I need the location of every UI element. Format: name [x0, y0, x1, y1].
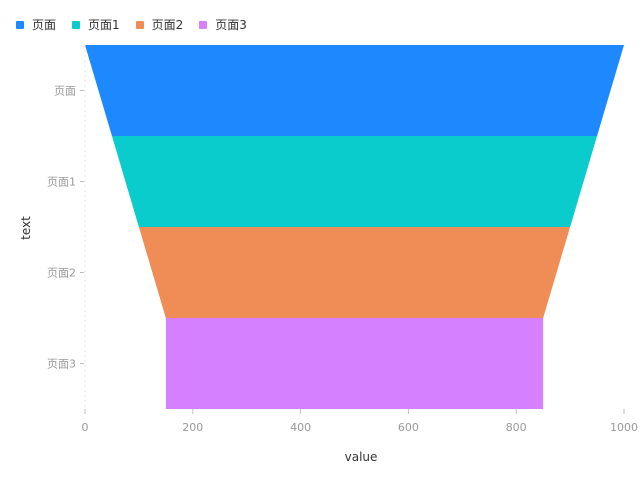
- x-axis-title: value: [345, 450, 378, 464]
- legend-label-0: 页面: [32, 18, 57, 32]
- legend-item-1[interactable]: 页面1: [72, 16, 120, 33]
- x-tick-label-2: 400: [290, 421, 311, 434]
- legend-swatch-1: [72, 20, 81, 29]
- legend-swatch-3: [199, 20, 208, 29]
- x-tick-label-4: 800: [506, 421, 527, 434]
- funnel-segment-0[interactable]: [85, 45, 624, 136]
- x-tick-label-5: 1000: [610, 421, 638, 434]
- legend-item-3[interactable]: 页面3: [199, 16, 247, 33]
- legend-item-2[interactable]: 页面2: [135, 16, 184, 33]
- legend-label-1: 页面1: [88, 18, 120, 32]
- legend-item-0[interactable]: 页面: [16, 16, 56, 33]
- x-tick-label-0: 0: [82, 421, 89, 434]
- y-tick-label-2: 页面2: [47, 267, 76, 280]
- y-tick-label-0: 页面: [54, 85, 76, 98]
- funnel-segment-1[interactable]: [111, 136, 598, 227]
- x-tick-label-1: 200: [182, 421, 203, 434]
- y-tick-label-1: 页面1: [47, 176, 76, 189]
- legend-swatch-0: [16, 20, 24, 29]
- funnel-segment-2[interactable]: [138, 227, 571, 318]
- y-axis-title: text: [19, 216, 33, 240]
- legend-label-2: 页面2: [151, 18, 184, 32]
- legend: 页面 页面1 页面2 页面3: [16, 16, 247, 33]
- funnel-segment-3[interactable]: [165, 318, 544, 409]
- legend-swatch-2: [135, 20, 144, 29]
- y-tick-label-3: 页面3: [47, 358, 76, 371]
- legend-label-3: 页面3: [215, 18, 247, 32]
- x-tick-label-3: 600: [398, 421, 419, 434]
